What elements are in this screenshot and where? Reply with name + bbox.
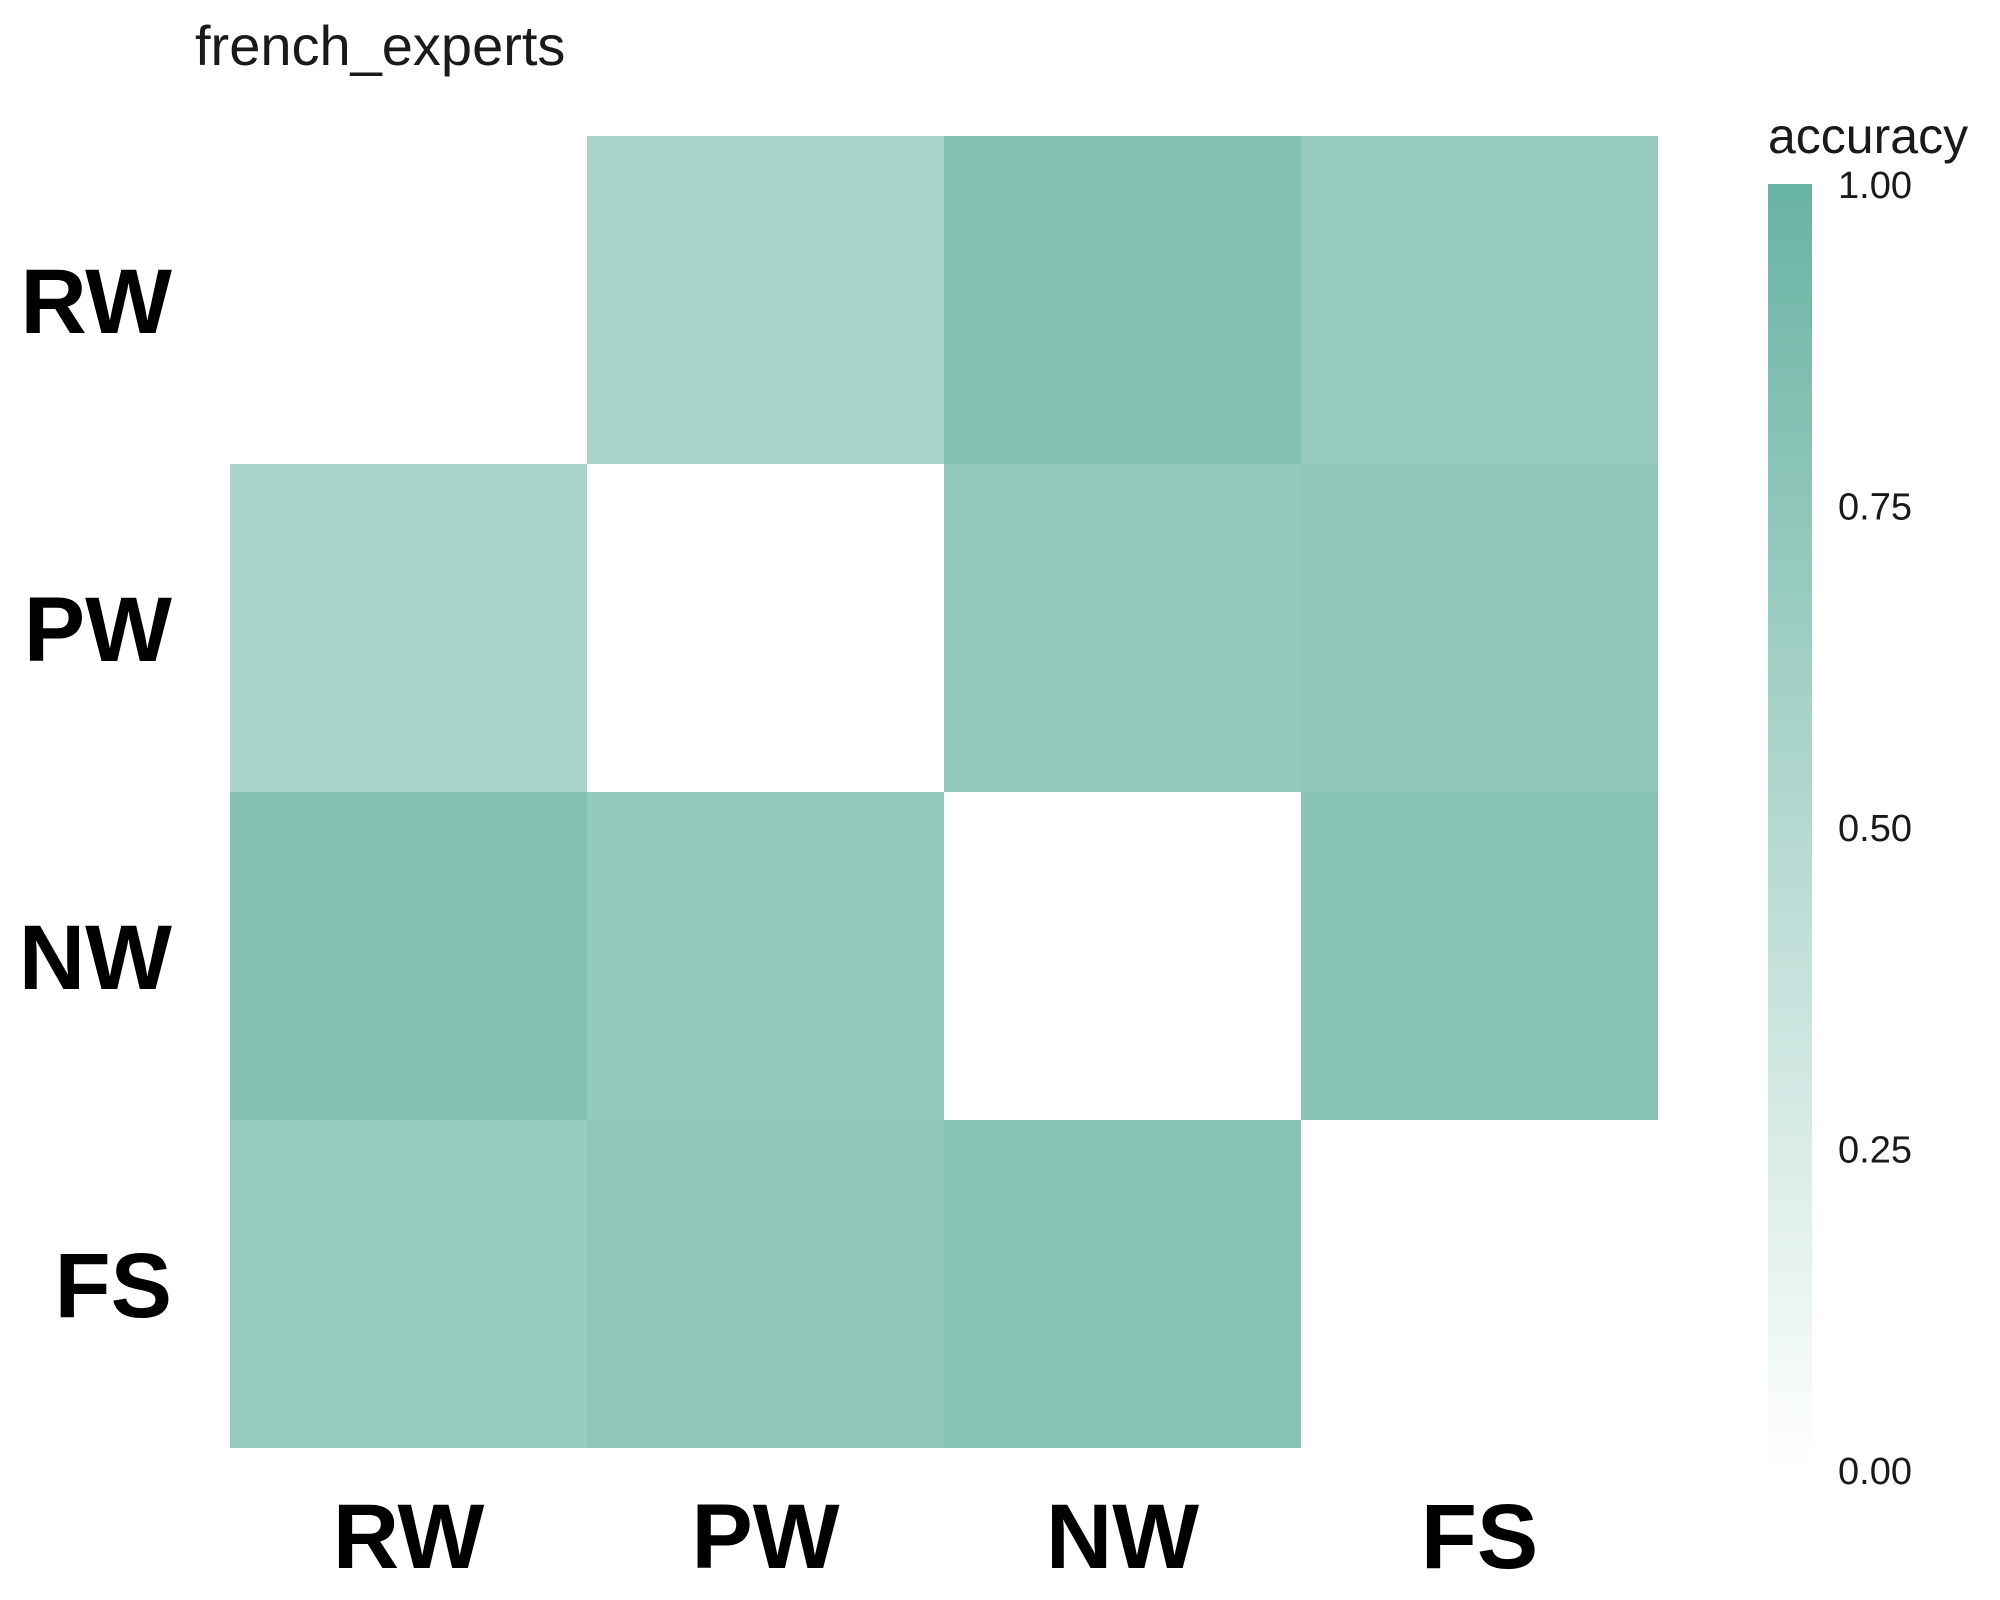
legend-tick-label: 0.25 <box>1838 1130 1912 1172</box>
heatmap-cell-nw-pw <box>587 792 944 1120</box>
legend-title: accuracy <box>1768 108 1968 164</box>
heatmap-cell-fs-rw <box>230 1120 587 1448</box>
heatmap-cell-pw-fs <box>1301 464 1658 792</box>
column-labels: RW PW NW FS <box>333 1486 1539 1588</box>
heatmap-cell-nw-rw <box>230 792 587 1120</box>
chart-title: french_experts <box>195 14 565 77</box>
heatmap-cells <box>230 136 1658 1448</box>
column-label-nw: NW <box>1046 1486 1199 1588</box>
column-label-fs: FS <box>1421 1486 1539 1588</box>
heatmap-cell-pw-nw <box>944 464 1301 792</box>
legend-tick-label: 0.00 <box>1838 1451 1912 1493</box>
legend-tick-label: 0.75 <box>1838 487 1912 529</box>
color-legend: accuracy 1.00 0.75 0.50 0.25 0.00 <box>1768 108 1968 1493</box>
heatmap-cell-fs-pw <box>587 1120 944 1448</box>
legend-colorbar <box>1768 184 1812 1470</box>
heatmap-cell-pw-rw <box>230 464 587 792</box>
row-label-nw: NW <box>19 907 172 1009</box>
heatmap-cell-rw-nw <box>944 136 1301 464</box>
legend-tick-label: 0.50 <box>1838 808 1912 850</box>
row-label-fs: FS <box>54 1235 172 1337</box>
heatmap-cell-nw-fs <box>1301 792 1658 1120</box>
row-labels: RW PW NW FS <box>19 251 172 1337</box>
column-label-rw: RW <box>333 1486 485 1588</box>
heatmap-cell-fs-nw <box>944 1120 1301 1448</box>
heatmap-cell-rw-fs <box>1301 136 1658 464</box>
column-label-pw: PW <box>691 1486 839 1588</box>
heatmap-cell-rw-pw <box>587 136 944 464</box>
legend-tick-label: 1.00 <box>1838 165 1912 207</box>
row-label-pw: PW <box>24 579 172 681</box>
legend-ticks: 1.00 0.75 0.50 0.25 0.00 <box>1838 165 1912 1493</box>
row-label-rw: RW <box>20 251 172 353</box>
